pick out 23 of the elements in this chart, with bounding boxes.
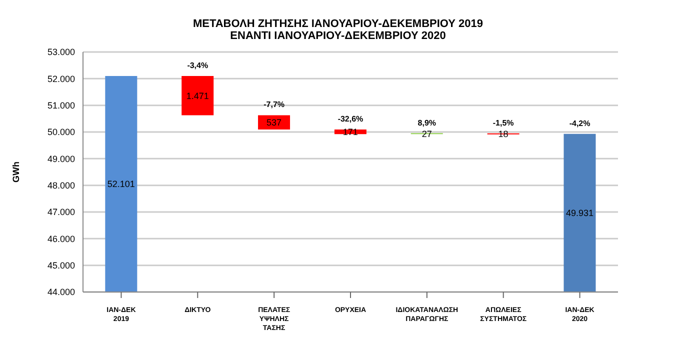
annotation: 8,9%	[418, 118, 436, 128]
y-tick-label: 48.000	[47, 180, 75, 191]
chart-title: ΜΕΤΑΒΟΛΗ ΖΗΤΗΣΗΣ ΙΑΝΟΥΑΡΙΟΥ-ΔΕΚΕΜΒΡΙΟΥ 2019	[192, 17, 484, 30]
annotation: -7,7%	[264, 100, 285, 110]
chart-subtitle: ΕΝΑΝΤΙ ΙΑΝΟΥΑΡΙΟΥ-ΔΕΚΕΜΒΡΙΟΥ 2020	[229, 30, 447, 42]
annotation: -32,6%	[338, 114, 364, 124]
y-tick-label: 53.000	[47, 47, 75, 58]
annotation: -3,4%	[187, 60, 208, 70]
y-tick-label: 44.000	[47, 287, 75, 298]
y-tick-label: 45.000	[47, 260, 75, 271]
data-label: 52.101	[107, 179, 135, 190]
y-tick-label: 49.000	[47, 154, 75, 164]
annotation: -4,2%	[569, 118, 590, 128]
data-label: 1.471	[186, 90, 209, 101]
y-tick-label: 47.000	[47, 207, 75, 218]
y-axis-title: GWh	[11, 162, 22, 182]
y-tick-label: 50.000	[47, 127, 75, 138]
data-label: 537	[266, 118, 282, 128]
data-label: 49.931	[566, 208, 594, 218]
annotation: -1,5%	[492, 118, 514, 128]
y-tick-label: 52.000	[47, 74, 75, 84]
y-tick-label: 51.000	[47, 100, 75, 111]
y-tick-label: 46.000	[47, 234, 75, 244]
